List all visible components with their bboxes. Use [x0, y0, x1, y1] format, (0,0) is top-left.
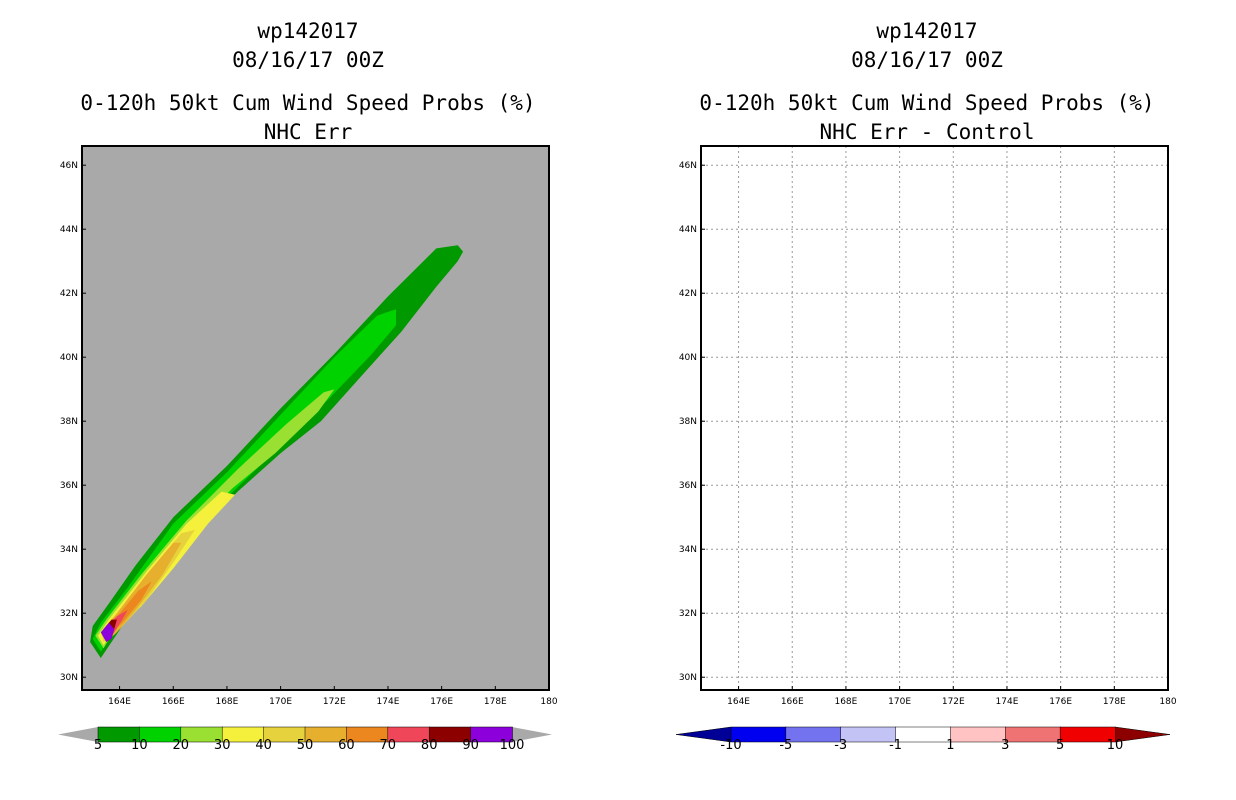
colorbar-label: 80	[421, 738, 438, 753]
x-tick-label: 168E	[215, 697, 238, 707]
y-tick-label: 44N	[679, 225, 697, 235]
right-subtitle: NHC Err - Control	[820, 120, 1035, 144]
prob-contour-90	[100, 622, 115, 642]
y-tick-label: 36N	[679, 481, 697, 491]
left-storm-id: wp142017	[257, 19, 358, 43]
colorbar-label: 3	[1001, 738, 1009, 753]
y-tick-label: 46N	[60, 161, 78, 171]
colorbar-label: -3	[834, 738, 847, 753]
y-tick-label: 34N	[60, 545, 78, 555]
y-tick-label: 44N	[60, 225, 78, 235]
colorbar-swatch	[950, 726, 1007, 743]
colorbar-label: 50	[297, 738, 314, 753]
x-tick-label: 174E	[377, 697, 400, 707]
y-tick-label: 34N	[679, 545, 697, 555]
x-tick-label: 178E	[1103, 697, 1126, 707]
colorbar-label: 5	[1056, 738, 1064, 753]
y-tick-label: 36N	[60, 481, 78, 491]
colorbar-label: 20	[173, 738, 190, 753]
x-tick-label: 178E	[484, 697, 507, 707]
colorbar-tip-low	[58, 727, 98, 742]
y-tick-label: 32N	[60, 609, 78, 619]
colorbar-label: 1	[946, 738, 954, 753]
colorbar-label: 70	[380, 738, 397, 753]
plot-frame	[700, 145, 1169, 691]
x-tick-label: 170E	[269, 697, 292, 707]
y-tick-label: 38N	[60, 417, 78, 427]
y-tick-label: 42N	[679, 289, 697, 299]
plot-frame	[81, 145, 550, 691]
y-tick-label: 40N	[60, 353, 78, 363]
colorbar-label: 60	[338, 738, 355, 753]
y-tick-label: 46N	[679, 161, 697, 171]
colorbar-label: 100	[500, 738, 525, 753]
colorbar-label: -5	[779, 738, 792, 753]
x-tick-label: 180	[540, 697, 557, 707]
right-colorbar: -10 -5 -3 -1 1 3 5 10	[675, 726, 1171, 753]
x-tick-label: 164E	[108, 697, 131, 707]
colorbar-swatch	[840, 726, 897, 743]
colorbar-swatch	[1005, 726, 1061, 743]
x-tick-label: 176E	[1049, 697, 1072, 707]
left-datetime: 08/16/17 00Z	[232, 48, 384, 72]
x-tick-label: 172E	[942, 697, 965, 707]
x-tick-label: 170E	[888, 697, 911, 707]
colorbar-swatch	[785, 726, 842, 743]
x-tick-label: 180	[1159, 697, 1176, 707]
x-tick-label: 166E	[781, 697, 804, 707]
y-tick-label: 32N	[679, 609, 697, 619]
colorbar-swatch	[895, 726, 952, 743]
y-tick-label: 38N	[679, 417, 697, 427]
colorbar-label: 40	[255, 738, 272, 753]
left-title: 0-120h 50kt Cum Wind Speed Probs (%)	[80, 91, 535, 115]
x-tick-label: 176E	[430, 697, 453, 707]
x-tick-label: 168E	[834, 697, 857, 707]
plot-background	[701, 146, 1168, 690]
colorbar-label: -1	[889, 738, 902, 753]
y-tick-label: 30N	[679, 673, 697, 683]
x-tick-label: 172E	[323, 697, 346, 707]
y-tick-label: 42N	[60, 289, 78, 299]
x-tick-label: 164E	[727, 697, 750, 707]
right-storm-id: wp142017	[876, 19, 977, 43]
colorbar-swatch	[470, 726, 513, 743]
colorbar-label: 30	[214, 738, 231, 753]
colorbar-label: 90	[462, 738, 479, 753]
left-subtitle: NHC Err	[264, 120, 353, 144]
left-colorbar: 5 10 20 30 40 50 60 70 80 90 100	[58, 726, 552, 753]
colorbar-label: 5	[94, 738, 102, 753]
right-plot-panel: 164E 166E 168E 170E 172E 174E 176E 178E 180 30N 32…	[679, 145, 1177, 707]
x-tick-label: 174E	[996, 697, 1019, 707]
colorbar-swatch	[1059, 726, 1116, 743]
colorbar-label: -10	[720, 738, 741, 753]
prob-contour-10	[92, 309, 396, 652]
colorbar-label: 10	[131, 738, 148, 753]
right-title: 0-120h 50kt Cum Wind Speed Probs (%)	[699, 91, 1154, 115]
left-plot-panel: 164E 166E 168E 170E 172E 174E 176E 178E 180 30N 32…	[60, 145, 558, 707]
y-tick-label: 30N	[60, 673, 78, 683]
colorbar-tip-high	[512, 727, 552, 742]
right-datetime: 08/16/17 00Z	[851, 48, 1003, 72]
colorbar-label: 10	[1107, 738, 1124, 753]
y-tick-label: 40N	[679, 353, 697, 363]
x-tick-label: 166E	[162, 697, 185, 707]
